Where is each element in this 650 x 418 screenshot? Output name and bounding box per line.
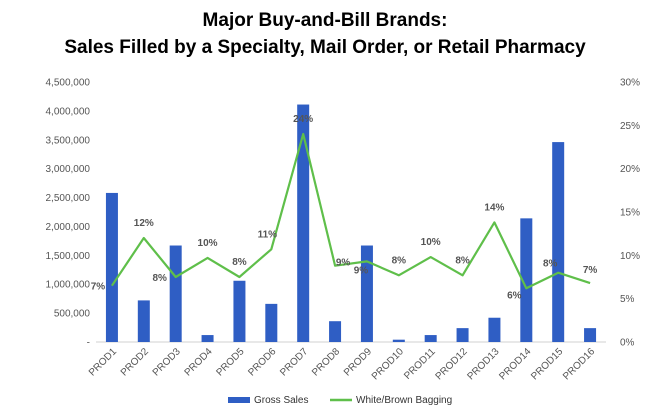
bar-gross-sales bbox=[169, 245, 182, 342]
x-category-label: PROD1 bbox=[87, 346, 119, 378]
bar-gross-sales bbox=[297, 104, 310, 343]
x-category-label: PROD15 bbox=[529, 346, 565, 382]
data-label: 10% bbox=[198, 238, 218, 249]
y-left-tick-label: 1,000,000 bbox=[46, 280, 91, 291]
data-label: 7% bbox=[91, 282, 106, 293]
chart-title-line-1: Major Buy-and-Bill Brands: bbox=[202, 10, 448, 31]
data-label: 8% bbox=[392, 255, 407, 266]
y-left-tick-label: 3,500,000 bbox=[46, 135, 91, 146]
x-category-label: PROD4 bbox=[183, 346, 215, 378]
bar-gross-sales bbox=[552, 142, 565, 342]
line-white-brown-bagging bbox=[110, 132, 591, 290]
y-right-tick-label: 20% bbox=[620, 164, 640, 175]
y-left-tick-label: 500,000 bbox=[54, 309, 91, 320]
data-label: 9% bbox=[336, 258, 351, 269]
bar-gross-sales bbox=[201, 335, 214, 342]
bar-gross-sales bbox=[456, 328, 469, 342]
x-category-label: PROD2 bbox=[119, 346, 151, 378]
y-right-tick-label: 0% bbox=[620, 338, 635, 349]
bar-gross-sales bbox=[329, 321, 342, 342]
x-category-label: PROD5 bbox=[214, 346, 246, 378]
y-left-tick-label: 1,500,000 bbox=[46, 251, 91, 262]
x-category-label: PROD16 bbox=[561, 346, 597, 382]
data-label: 24% bbox=[293, 114, 313, 125]
y-right-tick-label: 15% bbox=[620, 208, 640, 219]
data-label: 14% bbox=[484, 202, 504, 213]
bar-gross-sales bbox=[360, 245, 373, 342]
legend-label-white-brown-bagging: White/Brown Bagging bbox=[356, 395, 452, 406]
bar-gross-sales bbox=[265, 303, 278, 342]
y-left-tick-label: 2,500,000 bbox=[46, 193, 91, 204]
x-category-label: PROD13 bbox=[465, 346, 501, 382]
x-category-label: PROD3 bbox=[151, 346, 183, 378]
x-category-label: PROD14 bbox=[497, 346, 533, 382]
data-label: 12% bbox=[134, 218, 154, 229]
legend-label-gross-sales: Gross Sales bbox=[254, 395, 308, 406]
legend-swatch-gross-sales bbox=[228, 397, 250, 403]
data-label: 6% bbox=[507, 290, 522, 301]
y-left-tick-label: 2,000,000 bbox=[46, 222, 91, 233]
y-left-tick-label: 3,000,000 bbox=[46, 164, 91, 175]
y-left-tick-label: 4,500,000 bbox=[46, 78, 91, 89]
data-label: 8% bbox=[232, 257, 247, 268]
x-category-label: PROD8 bbox=[310, 346, 342, 378]
x-category-label: PROD7 bbox=[278, 346, 310, 378]
bar-gross-sales bbox=[424, 335, 437, 342]
y-right-tick-label: 25% bbox=[620, 121, 640, 132]
bar-gross-sales bbox=[137, 300, 150, 342]
data-label: 9% bbox=[354, 265, 369, 276]
x-category-label: PROD12 bbox=[434, 346, 470, 382]
y-right-tick-label: 30% bbox=[620, 78, 640, 89]
data-label: 7% bbox=[583, 265, 598, 276]
y-left-tick-label: 4,000,000 bbox=[46, 106, 91, 117]
x-category-label: PROD6 bbox=[246, 346, 278, 378]
y-right-tick-label: 5% bbox=[620, 294, 635, 305]
data-label: 10% bbox=[421, 237, 441, 248]
x-category-label: PROD11 bbox=[402, 346, 438, 382]
y-left-tick-label: - bbox=[87, 338, 90, 349]
data-label: 8% bbox=[455, 255, 470, 266]
data-label: 8% bbox=[152, 273, 167, 284]
chart-title-line-2: Sales Filled by a Specialty, Mail Order,… bbox=[64, 37, 586, 58]
y-right-tick-label: 10% bbox=[620, 251, 640, 262]
x-category-label: PROD10 bbox=[370, 346, 406, 382]
data-label: 11% bbox=[258, 229, 278, 240]
bar-gross-sales bbox=[392, 339, 405, 342]
bar-gross-sales bbox=[488, 317, 501, 342]
data-label: 8% bbox=[543, 259, 558, 270]
bar-gross-sales bbox=[105, 192, 118, 342]
bar-gross-sales bbox=[233, 280, 246, 342]
bar-gross-sales bbox=[520, 218, 533, 342]
bar-gross-sales bbox=[584, 328, 597, 342]
